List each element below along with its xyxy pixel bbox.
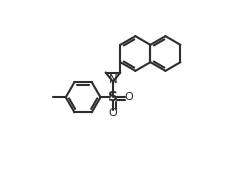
Text: N: N [108, 73, 117, 86]
Text: O: O [108, 108, 117, 118]
Text: S: S [108, 90, 118, 104]
Text: O: O [124, 92, 133, 102]
